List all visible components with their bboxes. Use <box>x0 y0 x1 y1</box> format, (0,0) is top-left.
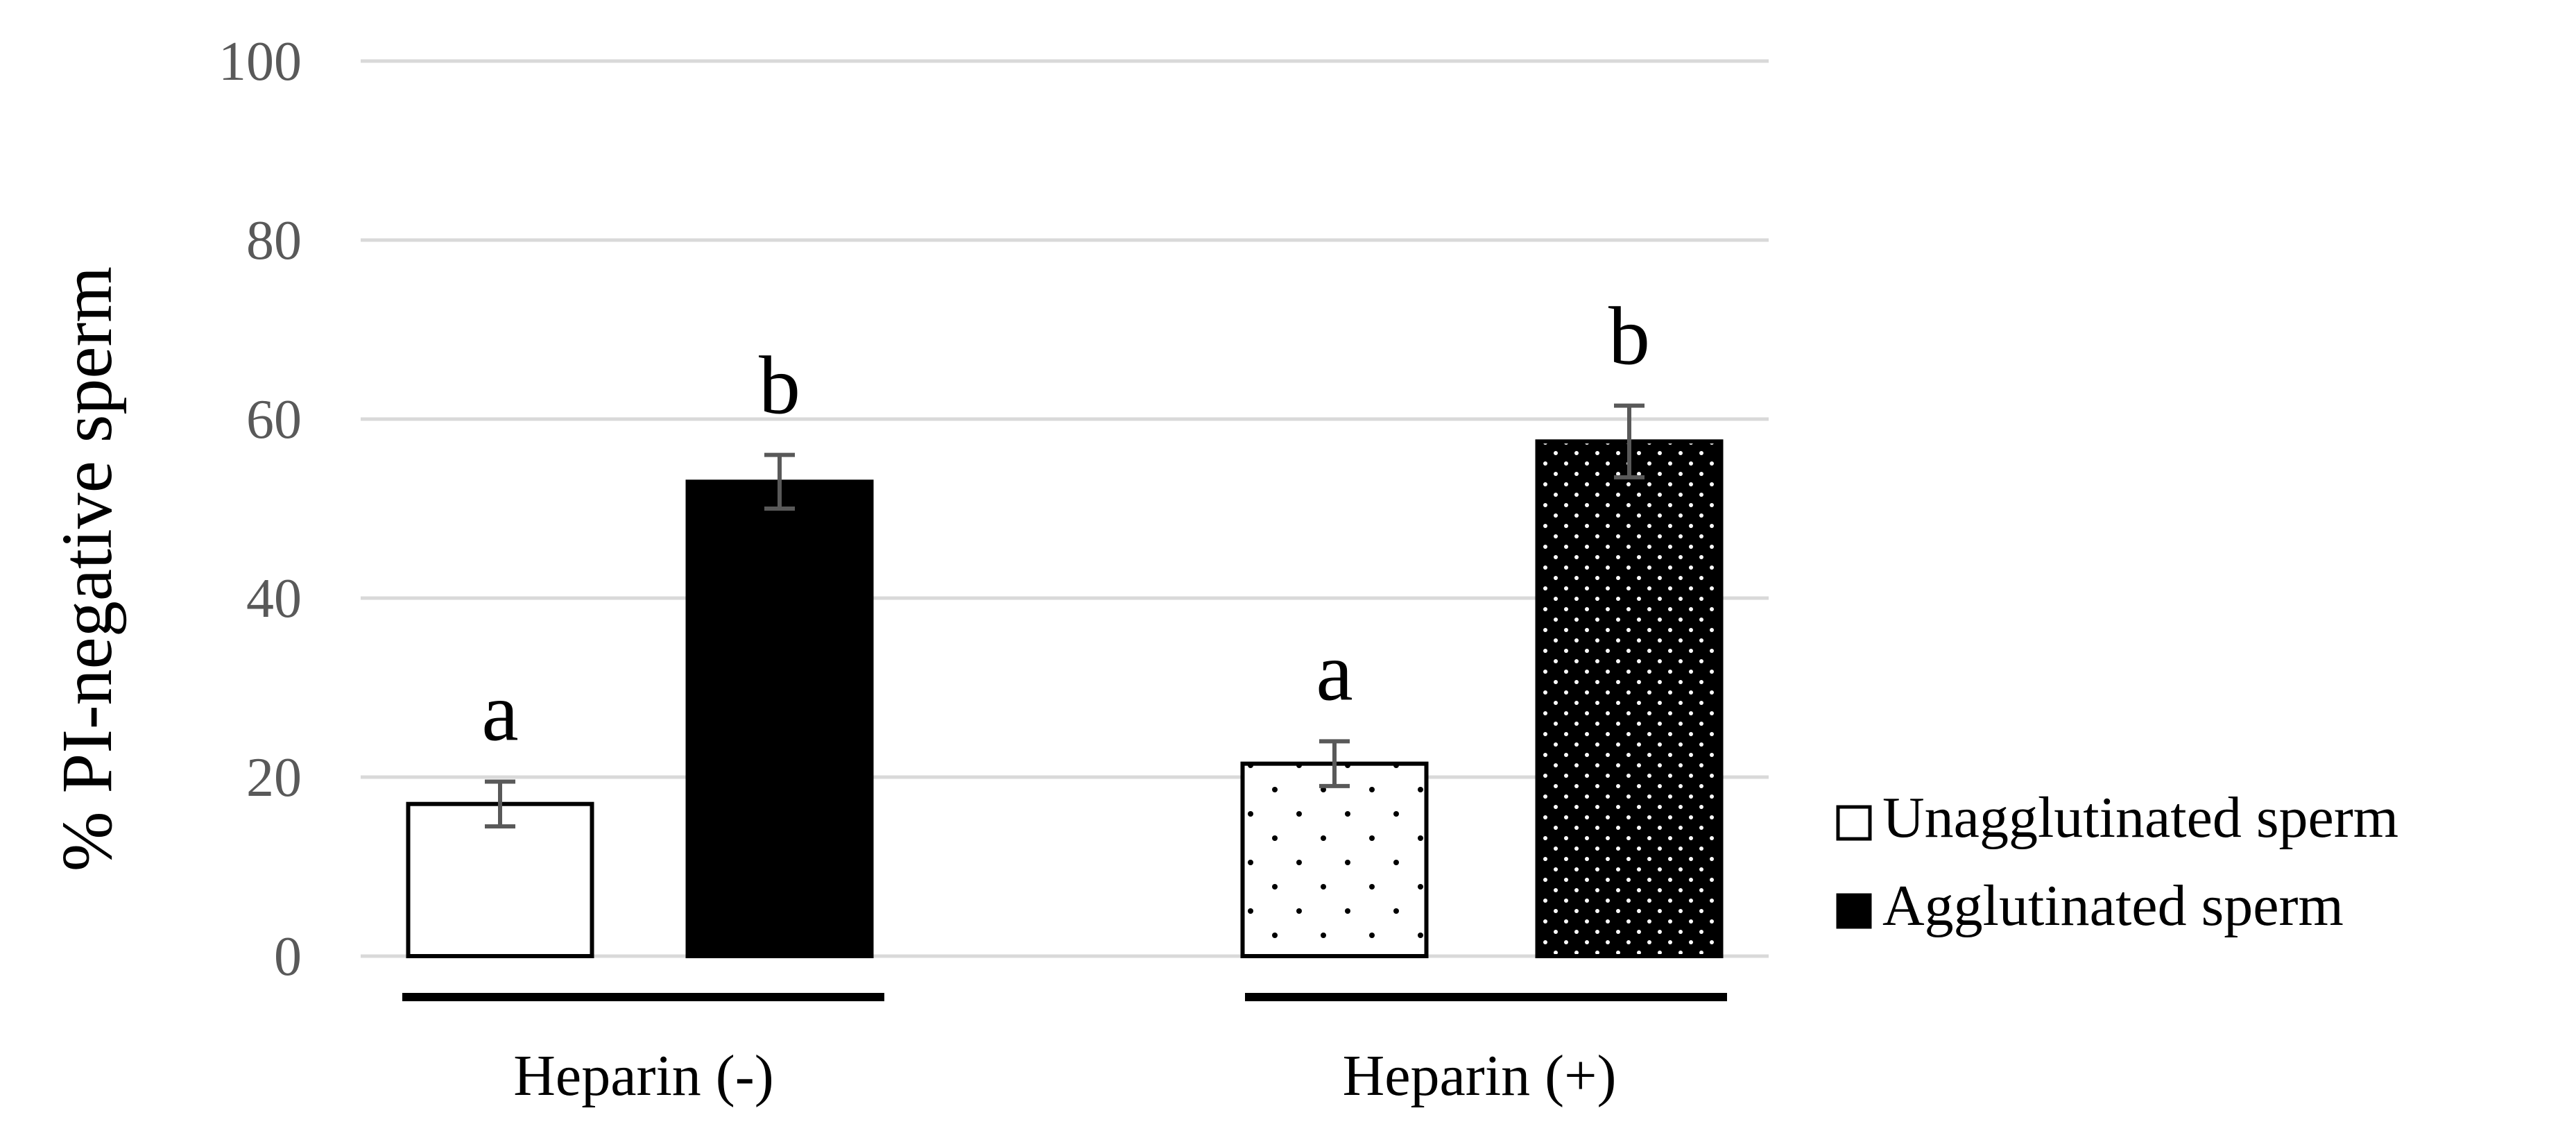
category-label: Heparin (-) <box>513 1044 773 1108</box>
category-label: Heparin (+) <box>1343 1044 1617 1108</box>
y-tick-label: 0 <box>274 926 302 987</box>
y-tick-label: 60 <box>246 389 302 450</box>
significance-letter: b <box>759 339 800 432</box>
legend-swatch-agglutinated <box>1836 893 1872 929</box>
bar-unagglutinated-heparin-minus <box>406 801 594 958</box>
y-tick-label: 80 <box>246 210 302 271</box>
bar-agglutinated-heparin-plus <box>1535 439 1724 958</box>
category-axis: Heparin (-) Heparin (+) <box>402 993 1727 1108</box>
significance-letter: a <box>481 665 518 758</box>
y-tick-label: 100 <box>218 31 302 92</box>
y-axis-label: % PI-negative sperm <box>47 266 127 871</box>
legend-swatch-unagglutinated <box>1836 805 1872 841</box>
bars <box>406 439 1724 959</box>
legend-label-agglutinated: Agglutinated sperm <box>1882 874 2344 938</box>
error-bar <box>1319 739 1350 788</box>
significance-letters: a a b b <box>481 290 1650 758</box>
legend: Unagglutinated sperm Agglutinated sperm <box>1836 785 2398 938</box>
bar-agglutinated-heparin-minus <box>685 479 874 958</box>
error-bar <box>764 452 795 511</box>
y-tick-label: 40 <box>246 568 302 629</box>
y-tick-label: 20 <box>246 747 302 808</box>
bar-unagglutinated-heparin-plus <box>1240 761 1429 959</box>
legend-label-unagglutinated: Unagglutinated sperm <box>1882 785 2398 850</box>
significance-letter: a <box>1316 625 1353 717</box>
significance-letter: b <box>1608 290 1650 382</box>
grid-lines <box>361 59 1769 958</box>
error-bars <box>485 403 1645 828</box>
error-bar <box>1614 403 1645 479</box>
error-bar <box>485 779 515 828</box>
y-tick-labels: 0 20 40 60 80 100 <box>218 31 302 987</box>
